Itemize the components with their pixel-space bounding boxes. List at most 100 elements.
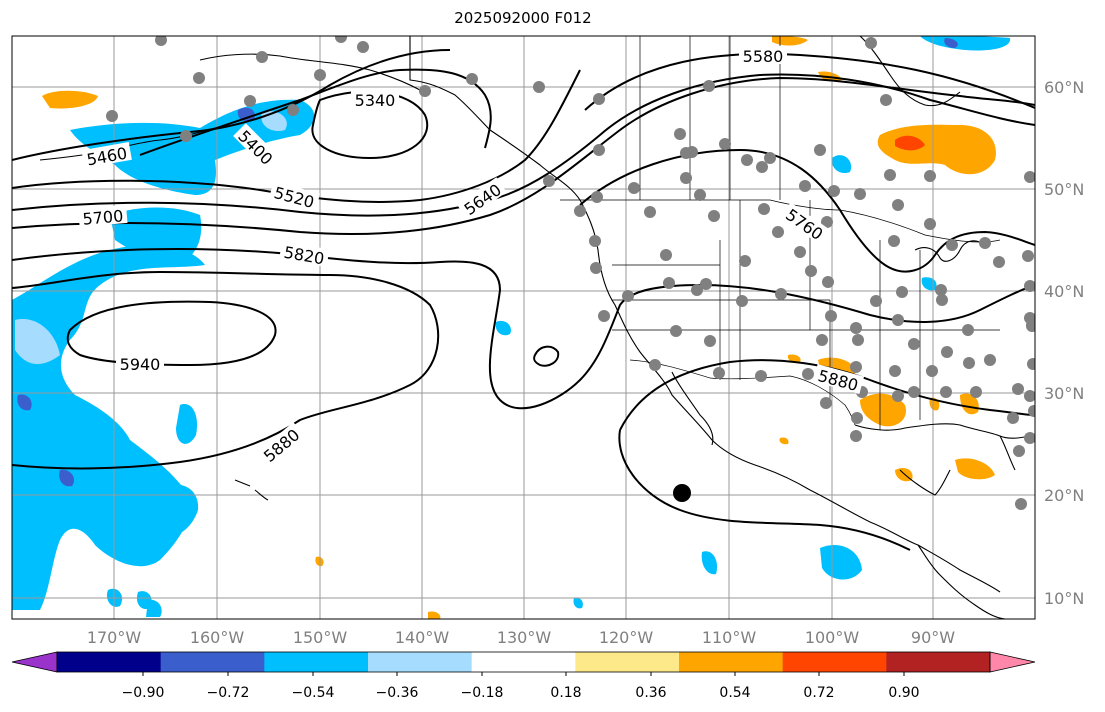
hawaii-islands bbox=[234, 479, 269, 501]
gray-station-dot-icon bbox=[941, 346, 953, 358]
colorbar-tick-label: −0.18 bbox=[461, 685, 504, 701]
gray-station-dot-icon bbox=[335, 36, 347, 43]
hudson-bay-coast bbox=[859, 36, 961, 107]
negative-anomaly-region bbox=[701, 551, 718, 575]
positive-anomaly-region bbox=[428, 611, 441, 619]
alaska-coast bbox=[199, 53, 421, 91]
negative-anomaly-region bbox=[820, 544, 862, 580]
gray-station-dot-icon bbox=[719, 138, 731, 150]
gray-station-dot-icon bbox=[1013, 445, 1025, 457]
gray-station-dot-icon bbox=[822, 276, 834, 288]
state-line bbox=[612, 200, 1000, 430]
gray-station-dot-icon bbox=[1015, 498, 1027, 510]
colorbar-tick-label: 0.90 bbox=[888, 685, 919, 701]
latitude-label: 30°N bbox=[1044, 384, 1084, 403]
contour-5700 bbox=[12, 73, 1035, 217]
lat-lon-grid bbox=[12, 36, 1035, 619]
strong-negative-region bbox=[59, 469, 75, 487]
positive-anomaly-region bbox=[860, 393, 906, 427]
baja-california-coast bbox=[671, 371, 714, 446]
gray-station-dot-icon bbox=[940, 386, 952, 398]
gray-station-dot-icon bbox=[880, 94, 892, 106]
gray-station-dot-icon bbox=[1028, 405, 1035, 417]
longitude-label: 110°W bbox=[702, 628, 757, 647]
contour-label-bg bbox=[81, 141, 132, 169]
strong-negative-region bbox=[944, 38, 958, 48]
contour-label-bg bbox=[116, 354, 164, 372]
gray-station-dot-icon bbox=[1024, 280, 1035, 292]
gray-station-dot-icon bbox=[892, 390, 904, 402]
colorbar-tick-label: 0.36 bbox=[635, 685, 666, 701]
gray-station-dot-icon bbox=[772, 226, 784, 238]
contour-label: 5700 bbox=[82, 206, 124, 228]
gray-station-dot-icon bbox=[649, 359, 661, 371]
contour-label-bg bbox=[780, 202, 830, 245]
colorbar-segment bbox=[575, 652, 680, 672]
florida-coast bbox=[999, 435, 1016, 471]
gray-station-dot-icon bbox=[926, 365, 938, 377]
gray-station-dot-icon bbox=[764, 152, 776, 164]
colorbar-tick-label: 0.72 bbox=[803, 685, 834, 701]
gray-station-dot-icon bbox=[799, 180, 811, 192]
gray-station-dot-icon bbox=[1024, 171, 1035, 183]
gray-station-dot-icon bbox=[314, 69, 326, 81]
contour-label-bg bbox=[279, 240, 330, 268]
gray-station-dot-icon bbox=[663, 277, 675, 289]
political-borders bbox=[560, 36, 1001, 430]
contour-label-bg bbox=[233, 123, 280, 170]
positive-anomaly-region bbox=[315, 556, 324, 567]
gray-station-dot-icon bbox=[802, 368, 814, 380]
gray-station-dot-icon bbox=[660, 249, 672, 261]
negative-anomaly-region bbox=[146, 599, 162, 617]
gray-station-dot-icon bbox=[700, 278, 712, 290]
longitude-label: 170°W bbox=[87, 628, 142, 647]
positive-anomaly-region bbox=[960, 393, 979, 415]
colorbar-segment bbox=[886, 652, 991, 672]
colorbar-segment bbox=[57, 652, 162, 672]
gray-station-dot-icon bbox=[756, 161, 768, 173]
gulf-coast bbox=[854, 423, 1035, 439]
contour-label: 5580 bbox=[743, 47, 784, 66]
us-mexico-border bbox=[629, 359, 856, 426]
gray-station-dot-icon bbox=[591, 191, 603, 203]
gray-station-dot-icon bbox=[908, 386, 920, 398]
gray-station-dot-icon bbox=[466, 73, 478, 85]
gray-station-dot-icon bbox=[543, 175, 555, 187]
colorbar-segment bbox=[160, 652, 265, 672]
gray-station-dot-icon bbox=[674, 128, 686, 140]
gray-station-dot-icon bbox=[970, 386, 982, 398]
gray-station-dot-icon bbox=[419, 85, 431, 97]
longitude-label: 140°W bbox=[395, 628, 450, 647]
weak-negative-region bbox=[15, 319, 60, 365]
gray-station-dot-icon bbox=[828, 185, 840, 197]
gray-station-dot-icon bbox=[155, 36, 167, 46]
gray-station-dot-icon bbox=[962, 324, 974, 336]
gray-station-dot-icon bbox=[865, 37, 877, 49]
station-markers bbox=[106, 36, 1035, 510]
black-circle-marker-icon bbox=[673, 484, 691, 502]
gray-station-dot-icon bbox=[622, 290, 634, 302]
colorbar-tick-label: −0.54 bbox=[292, 685, 335, 701]
colorbar-tick-label: −0.90 bbox=[122, 685, 165, 701]
gray-station-dot-icon bbox=[850, 430, 862, 442]
colorbar-tick-label: −0.36 bbox=[376, 685, 419, 701]
negative-anomaly-region bbox=[144, 484, 199, 538]
gray-station-dot-icon bbox=[593, 93, 605, 105]
gray-station-dot-icon bbox=[598, 310, 610, 322]
gray-station-dot-icon bbox=[993, 256, 1005, 268]
longitude-label: 130°W bbox=[497, 628, 552, 647]
colorbar-segment bbox=[471, 652, 576, 672]
gray-station-dot-icon bbox=[889, 365, 901, 377]
gray-station-dot-icon bbox=[924, 218, 936, 230]
height-contours bbox=[12, 49, 1035, 551]
colorbar-outline bbox=[56, 651, 991, 673]
great-lakes bbox=[914, 240, 986, 262]
latitude-label: 10°N bbox=[1044, 589, 1084, 608]
colorbar-tick-label: −0.72 bbox=[207, 685, 250, 701]
gray-station-dot-icon bbox=[820, 397, 832, 409]
longitude-label: 90°W bbox=[911, 628, 955, 647]
contour-label-bg bbox=[78, 204, 128, 228]
gray-station-dot-icon bbox=[244, 95, 256, 107]
central-america-coast bbox=[917, 544, 1006, 619]
